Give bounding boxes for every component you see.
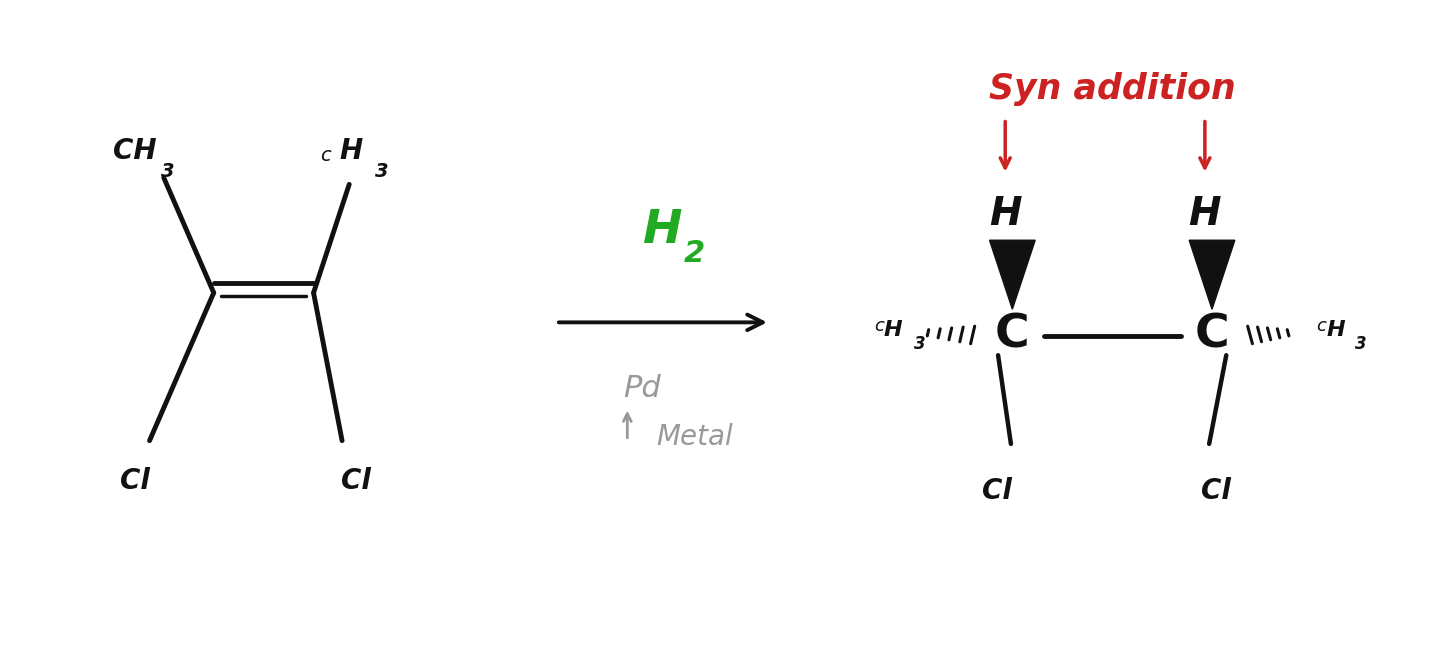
Text: Syn addition: Syn addition (989, 72, 1236, 106)
Text: Metal: Metal (655, 423, 733, 452)
Text: H: H (644, 208, 683, 253)
Text: Pd: Pd (622, 374, 661, 403)
Polygon shape (989, 240, 1035, 309)
Text: Cl: Cl (121, 467, 150, 495)
Text: H: H (989, 195, 1021, 233)
Text: H: H (1188, 195, 1221, 233)
Text: c: c (874, 317, 884, 335)
Text: CH: CH (114, 137, 157, 164)
Text: 3: 3 (161, 162, 174, 181)
Text: 2: 2 (684, 239, 706, 268)
Text: Cl: Cl (982, 477, 1012, 505)
Text: H: H (1326, 320, 1345, 340)
Text: 3: 3 (1355, 335, 1367, 353)
Text: Cl: Cl (1201, 477, 1231, 505)
Text: c: c (1316, 317, 1326, 335)
Text: H: H (340, 137, 363, 164)
Text: c: c (320, 146, 331, 164)
Polygon shape (1189, 240, 1236, 309)
Text: H: H (884, 320, 903, 340)
Text: Cl: Cl (341, 467, 372, 495)
Text: C: C (995, 313, 1030, 358)
Text: C: C (1195, 313, 1230, 358)
Text: 3: 3 (914, 335, 926, 353)
Text: 3: 3 (374, 162, 389, 181)
